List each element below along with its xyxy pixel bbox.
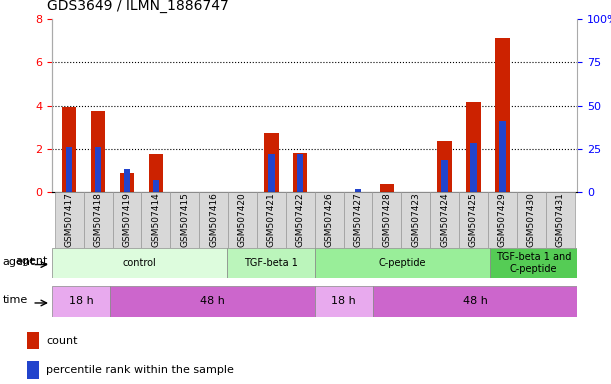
Bar xyxy=(95,147,101,192)
Text: GSM507431: GSM507431 xyxy=(555,192,565,247)
Bar xyxy=(373,286,577,317)
Bar xyxy=(343,192,373,248)
Bar xyxy=(373,192,401,248)
Bar xyxy=(315,192,343,248)
Text: GSM507414: GSM507414 xyxy=(152,192,160,247)
Text: GSM507417: GSM507417 xyxy=(65,192,74,247)
Text: GSM507418: GSM507418 xyxy=(93,192,103,247)
Bar xyxy=(227,248,315,278)
Text: C-peptide: C-peptide xyxy=(378,258,426,268)
Bar xyxy=(111,286,315,317)
Bar xyxy=(293,153,307,192)
Bar xyxy=(153,180,159,192)
Bar xyxy=(286,192,315,248)
Text: GSM507429: GSM507429 xyxy=(498,192,507,247)
Text: agent: agent xyxy=(15,256,48,266)
Bar xyxy=(124,169,130,192)
Text: 48 h: 48 h xyxy=(200,296,225,306)
Text: GSM507416: GSM507416 xyxy=(209,192,218,247)
Bar xyxy=(112,192,141,248)
Text: GSM507424: GSM507424 xyxy=(440,192,449,247)
Text: TGF-beta 1 and
C-peptide: TGF-beta 1 and C-peptide xyxy=(496,252,571,274)
Bar xyxy=(199,192,228,248)
Text: GSM507421: GSM507421 xyxy=(267,192,276,247)
Bar xyxy=(148,154,163,192)
Bar xyxy=(297,154,304,192)
Bar xyxy=(62,107,76,192)
Bar xyxy=(488,192,517,248)
Text: GSM507428: GSM507428 xyxy=(382,192,391,247)
Text: GSM507420: GSM507420 xyxy=(238,192,247,247)
Text: percentile rank within the sample: percentile rank within the sample xyxy=(46,365,234,375)
Text: GSM507415: GSM507415 xyxy=(180,192,189,247)
Bar xyxy=(495,38,510,192)
Bar xyxy=(401,192,430,248)
Bar xyxy=(55,192,84,248)
Bar xyxy=(459,192,488,248)
Bar xyxy=(170,192,199,248)
Bar xyxy=(546,192,574,248)
Bar xyxy=(430,192,459,248)
Text: GSM507425: GSM507425 xyxy=(469,192,478,247)
Bar xyxy=(466,103,481,192)
Bar xyxy=(268,154,274,192)
Bar xyxy=(499,121,505,192)
Bar xyxy=(27,332,39,349)
Text: 18 h: 18 h xyxy=(69,296,93,306)
Text: GSM507427: GSM507427 xyxy=(354,192,362,247)
Bar xyxy=(257,192,286,248)
Text: GSM507419: GSM507419 xyxy=(122,192,131,247)
Text: 48 h: 48 h xyxy=(463,296,488,306)
Text: GDS3649 / ILMN_1886747: GDS3649 / ILMN_1886747 xyxy=(46,0,229,13)
Bar xyxy=(470,143,477,192)
Text: GSM507423: GSM507423 xyxy=(411,192,420,247)
Text: time: time xyxy=(2,295,28,305)
Text: GSM507422: GSM507422 xyxy=(296,192,305,247)
Bar xyxy=(315,286,373,317)
Bar xyxy=(84,192,112,248)
Bar xyxy=(355,189,361,192)
Text: agent: agent xyxy=(2,257,35,266)
Bar xyxy=(379,184,394,192)
Bar xyxy=(120,172,134,192)
Text: TGF-beta 1: TGF-beta 1 xyxy=(244,258,298,268)
Bar xyxy=(52,286,111,317)
Bar xyxy=(315,248,490,278)
Text: control: control xyxy=(123,258,156,268)
Bar xyxy=(66,147,73,192)
Bar xyxy=(441,160,448,192)
Text: count: count xyxy=(46,336,78,346)
Bar xyxy=(517,192,546,248)
Bar xyxy=(91,111,105,192)
Text: 18 h: 18 h xyxy=(332,296,356,306)
Bar xyxy=(490,248,577,278)
Bar xyxy=(27,361,39,379)
Bar xyxy=(264,132,279,192)
Bar xyxy=(437,141,452,192)
Bar xyxy=(228,192,257,248)
Text: GSM507430: GSM507430 xyxy=(527,192,536,247)
Bar xyxy=(52,248,227,278)
Text: GSM507426: GSM507426 xyxy=(324,192,334,247)
Bar xyxy=(141,192,170,248)
